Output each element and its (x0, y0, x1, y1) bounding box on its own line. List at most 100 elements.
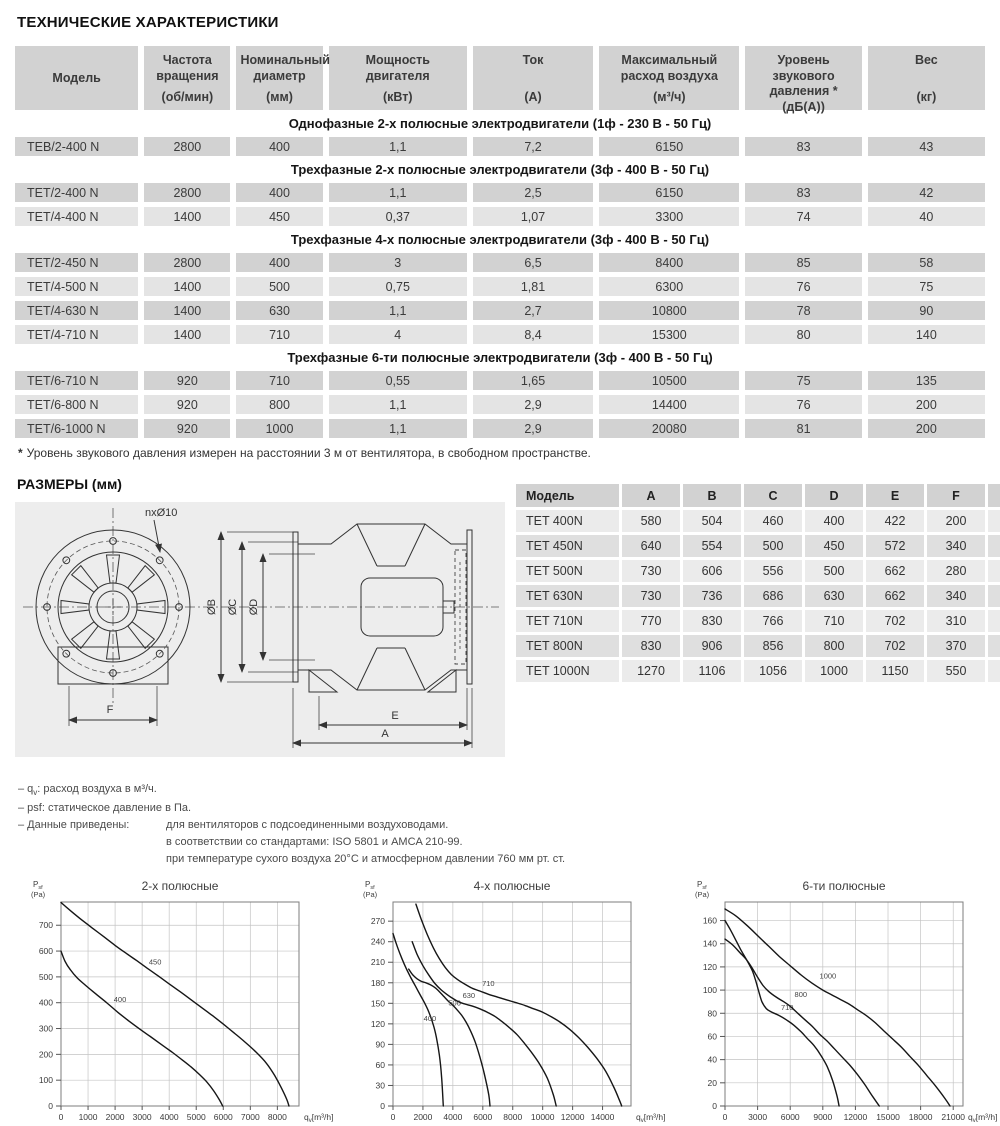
dim-d-label: ØD (248, 599, 260, 616)
spec-value-cell: 1,1 (328, 183, 467, 202)
chart-svg-4-pole: 0 30 60 90 120 150 180 210 240 270 0 2000 4000 6000 80… (363, 879, 665, 1124)
tick-label-x: 5000 (187, 1112, 206, 1122)
dim-col-header: C (744, 484, 802, 507)
tick-label-y: 140 (703, 938, 717, 948)
tick-label-x: 2000 (413, 1112, 432, 1122)
spec-value-cell: 6,5 (472, 253, 594, 272)
curve-1000 (724, 908, 951, 1107)
spec-col-unit: (А) (524, 90, 542, 104)
spec-model-cell: TET/2-400 N (15, 183, 139, 202)
spec-col-name: Максимальный расход воздуха (620, 53, 718, 83)
dim-value-cell: 550 (927, 660, 985, 682)
spec-col-unit: (дБ(А)) (782, 99, 825, 114)
spec-value-cell: 140 (867, 325, 985, 344)
spec-model-cell: TET/4-710 N (15, 325, 139, 344)
tick-label-x: 7000 (241, 1112, 260, 1122)
curve-400 (392, 932, 444, 1107)
dim-value-cell: 702 (866, 610, 924, 632)
dim-value-cell: 8 (988, 535, 1000, 557)
spec-value-cell: 710 (236, 371, 323, 390)
spec-col-name: Мощность двигателя (365, 53, 430, 83)
spec-value-cell: 1,81 (472, 277, 594, 296)
spec-col-unit: (мм) (266, 90, 293, 104)
dim-value-cell: 8 (988, 510, 1000, 532)
spec-table: Модель Частота вращения (об/мин) Номинальны… (9, 41, 991, 443)
spec-value-cell: 800 (236, 395, 323, 414)
spec-col-header-wrap: Мощность двигателя (кВт) (329, 46, 467, 110)
spec-section-row: Трехфазные 6-ти полюсные электродвигател… (15, 349, 985, 366)
spec-col-name: Модель (52, 70, 101, 85)
spec-value-cell: 90 (867, 301, 985, 320)
spec-value-cell: 0,75 (328, 277, 467, 296)
dim-model-cell: TET 630N (516, 585, 619, 607)
tick-label-y: 90 (376, 1039, 386, 1049)
chart-6-pole: 0 20 40 60 80 100 120 140 160 0 3000 6000 9000 12000 1… (681, 876, 999, 1126)
y-axis-unit: (Pa) (363, 890, 378, 899)
curve-800 (724, 938, 880, 1107)
spec-value-cell: 3300 (599, 207, 740, 226)
spec-value-cell: 74 (745, 207, 862, 226)
tick-label-y: 120 (371, 1019, 385, 1029)
tick-label-y: 150 (371, 998, 385, 1008)
spec-row: TEB/2-400 N 2800 400 1,1 7,2 6150 83 43 (15, 137, 985, 156)
x-axis-label: qv[m³/h] (304, 1112, 333, 1124)
spec-section-title: Трехфазные 2-х полюсные электродвигатели… (15, 161, 985, 178)
spec-value-cell: 1,65 (472, 371, 594, 390)
spec-col-header-wrap: Частота вращения (об/мин) (144, 46, 230, 110)
spec-section-row: Трехфазные 4-х полюсные электродвигатели… (15, 231, 985, 248)
spec-value-cell: 1400 (144, 207, 231, 226)
chart-2-pole: 0 100 200 300 400 500 600 700 0 1000 2000 3000 4000 5… (17, 876, 335, 1126)
spec-col-header: Ток (А) (472, 46, 594, 110)
dim-value-cell: 500 (744, 535, 802, 557)
spec-value-cell: 135 (867, 371, 985, 390)
dim-col-header: D (805, 484, 863, 507)
dim-c-label: ØC (227, 599, 239, 616)
dim-value-cell: 580 (622, 510, 680, 532)
dim-model-cell: TET 500N (516, 560, 619, 582)
spec-value-cell: 2,9 (472, 395, 594, 414)
spec-value-cell: 83 (745, 183, 862, 202)
dim-row: TET 630N73073668663066234012 (516, 585, 1000, 607)
tick-label-y: 100 (703, 985, 717, 995)
spec-col-header: Максимальный расход воздуха (м³/ч) (599, 46, 740, 110)
dim-value-cell: 640 (622, 535, 680, 557)
tick-label-x: 8000 (268, 1112, 287, 1122)
dim-value-cell: 340 (927, 535, 985, 557)
spec-model-cell: TET/6-710 N (15, 371, 139, 390)
tick-label-y: 400 (39, 997, 53, 1007)
spec-value-cell: 920 (144, 419, 231, 438)
y-axis-label: Psf (365, 880, 375, 891)
dim-model-cell: TET 400N (516, 510, 619, 532)
spec-model-cell: TET/2-450 N (15, 253, 139, 272)
spec-value-cell: 76 (745, 277, 862, 296)
tick-label-x: 10000 (531, 1112, 555, 1122)
performance-charts: 0 100 200 300 400 500 600 700 0 1000 2000 3000 4000 5… (17, 876, 997, 1126)
spec-value-cell: 80 (745, 325, 862, 344)
dim-value-cell: 450 (805, 535, 863, 557)
spec-col-header-wrap: Модель (15, 46, 138, 110)
spec-section-title: Трехфазные 4-х полюсные электродвигатели… (15, 231, 985, 248)
dim-b-label: ØB (206, 599, 218, 615)
spec-col-name: Ток (522, 53, 544, 67)
spec-value-cell: 0,55 (328, 371, 467, 390)
spec-value-cell: 3 (328, 253, 467, 272)
tick-label-x: 4000 (160, 1112, 179, 1122)
dim-model-cell: TET 1000N (516, 660, 619, 682)
spec-col-unit: (м³/ч) (653, 90, 686, 104)
spec-section-title: Однофазные 2-х полюсные электродвигатели… (15, 115, 985, 132)
spec-value-cell: 2,5 (472, 183, 594, 202)
spec-value-cell: 0,37 (328, 207, 467, 226)
spec-row: TET/4-710 N 1400 710 4 8,4 15300 80 140 (15, 325, 985, 344)
spec-value-cell: 7,2 (472, 137, 594, 156)
tick-label-x: 6000 (473, 1112, 492, 1122)
curve-450 (60, 901, 290, 1107)
spec-value-cell: 1,1 (328, 419, 467, 438)
spec-value-cell: 1400 (144, 277, 231, 296)
spec-row: TET/4-500 N 1400 500 0,75 1,81 6300 76 75 (15, 277, 985, 296)
spec-col-header: Уровень звукового давления * (дБ(А)) (745, 46, 862, 114)
dim-value-cell: 280 (927, 560, 985, 582)
tick-label-x: 12000 (561, 1112, 585, 1122)
x-axis-label: qv[m³/h] (636, 1112, 665, 1124)
tick-label-x: 8000 (503, 1112, 522, 1122)
spec-value-cell: 2800 (144, 183, 231, 202)
